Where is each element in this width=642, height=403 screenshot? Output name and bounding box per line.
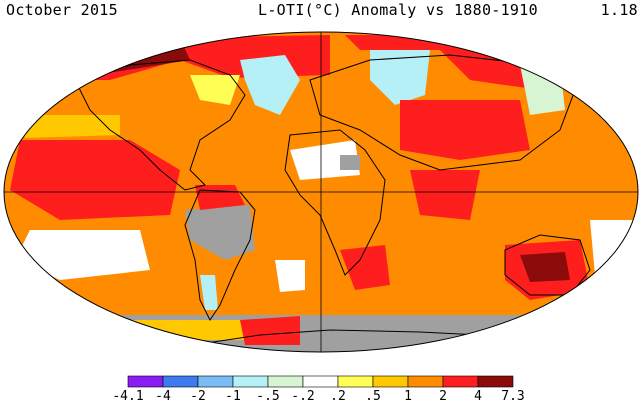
- legend-ticks: -4.1 -4 -2 -1 -.5 -.2 .2 .5 1 2 4 7.3: [112, 389, 524, 403]
- legend-tick-label: -4.1: [112, 389, 143, 403]
- asia-anomaly-red: [400, 100, 530, 160]
- argentina-cool: [200, 275, 218, 310]
- map-date-label: October 2015: [6, 1, 118, 19]
- legend-swatch: [372, 375, 409, 388]
- south-america-coast: [184, 189, 256, 321]
- legend-tick-label: -.2: [291, 389, 314, 403]
- australia-darkred: [520, 252, 570, 282]
- anomaly-world-map: [3, 31, 639, 353]
- legend-swatch: [442, 375, 479, 388]
- legend-tick-label: 2: [439, 389, 447, 403]
- legend-tick-label: -1: [225, 389, 241, 403]
- map-title: L-OTI(°C) Anomaly vs 1880-1910: [258, 1, 538, 19]
- legend-swatch: [477, 375, 514, 388]
- legend-swatch: [162, 375, 199, 388]
- legend-tick-label: 1: [404, 389, 412, 403]
- legend-tick-label: .5: [365, 389, 381, 403]
- legend-swatch: [197, 375, 234, 388]
- indian-ocean-red: [410, 170, 480, 220]
- eurasia-coast: [309, 54, 576, 171]
- legend-swatch: [302, 375, 339, 388]
- legend-swatch: [232, 375, 269, 388]
- legend-swatch: [127, 375, 164, 388]
- north-atlantic-cool: [240, 55, 300, 115]
- map-field: [4, 32, 638, 352]
- pacific-el-nino-red: [10, 140, 180, 220]
- legend-swatches: [127, 375, 514, 388]
- legend-swatch: [337, 375, 374, 388]
- south-america-missing: [185, 205, 255, 260]
- north-america-coast: [74, 59, 246, 191]
- legend-tick-label: -4: [155, 389, 171, 403]
- drake-passage-red: [240, 316, 300, 345]
- south-pacific-neutral: [15, 230, 150, 280]
- legend-tick-label: -.5: [256, 389, 279, 403]
- canada-warm-yellow: [190, 75, 240, 105]
- legend-tick-label: .2: [330, 389, 346, 403]
- legend-tick-label: -2: [190, 389, 206, 403]
- global-mean-anomaly: 1.18: [600, 1, 638, 19]
- scandinavia-cool: [370, 50, 430, 105]
- color-legend: -4.1 -4 -2 -1 -.5 -.2 .2 .5 1 2 4 7.3: [112, 375, 525, 403]
- legend-tick-label: 4: [474, 389, 482, 403]
- south-africa-red: [340, 245, 390, 290]
- australia-coast: [504, 234, 591, 296]
- legend-swatch: [267, 375, 304, 388]
- africa-missing-patch: [340, 155, 360, 170]
- north-pacific-yellow: [20, 115, 120, 138]
- south-atlantic-neutral: [275, 260, 305, 292]
- legend-swatch: [407, 375, 444, 388]
- legend-tick-label: 7.3: [501, 389, 524, 403]
- africa-coast: [284, 129, 386, 276]
- globe-outline: [3, 31, 639, 353]
